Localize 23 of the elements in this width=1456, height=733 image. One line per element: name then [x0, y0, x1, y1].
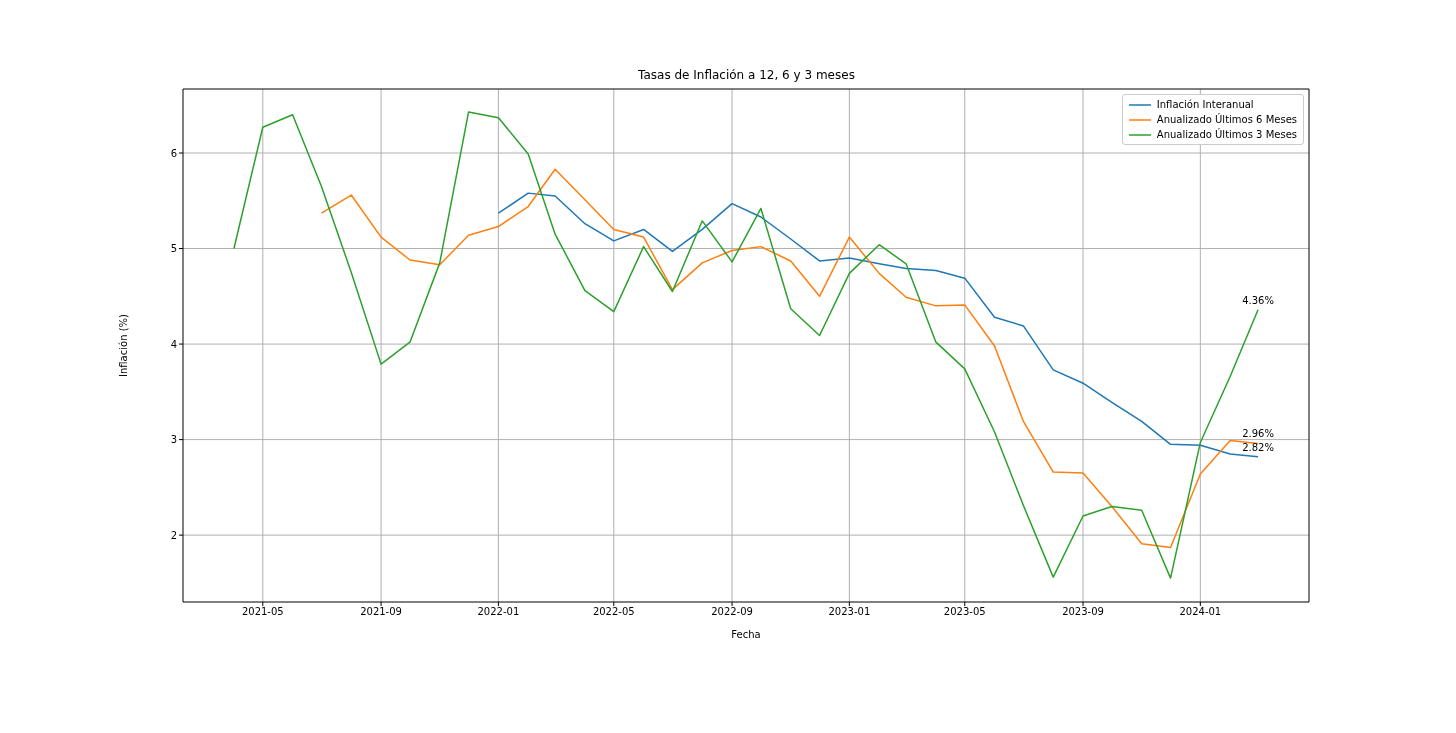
y-tick-label: 2 [170, 529, 177, 541]
x-tick-label: 2022-09 [711, 606, 753, 618]
y-tick-label: 5 [170, 243, 177, 255]
x-tick-label: 2021-09 [360, 606, 402, 618]
legend-label: Anualizado Últimos 3 Meses [1156, 127, 1297, 142]
annotation: 4.36% [1242, 294, 1274, 306]
y-axis-title: Inflación (%) [117, 313, 129, 377]
x-tick-label: 2023-01 [828, 606, 871, 618]
x-axis-title: Fecha [731, 629, 761, 640]
x-tick-label: 2022-05 [592, 606, 635, 618]
x-tick-label: 2023-09 [1062, 606, 1104, 618]
legend-label: Inflación Interanual [1156, 98, 1254, 112]
y-tick-label: 3 [170, 434, 177, 446]
y-tick-label: 4 [170, 338, 177, 350]
x-tick-label: 2022-01 [477, 606, 520, 618]
chart-title: Tasas de Inflación a 12, 6 y 3 meses [637, 68, 856, 82]
x-tick-label: 2023-05 [943, 606, 986, 618]
x-tick-label: 2021-05 [241, 606, 284, 618]
y-tick-label: 6 [170, 147, 177, 159]
annotation: 2.82% [1242, 441, 1274, 453]
legend-label: Anualizado Últimos 6 Meses [1156, 112, 1297, 127]
annotation: 2.96% [1242, 428, 1274, 440]
x-tick-label: 2024-01 [1179, 606, 1222, 618]
